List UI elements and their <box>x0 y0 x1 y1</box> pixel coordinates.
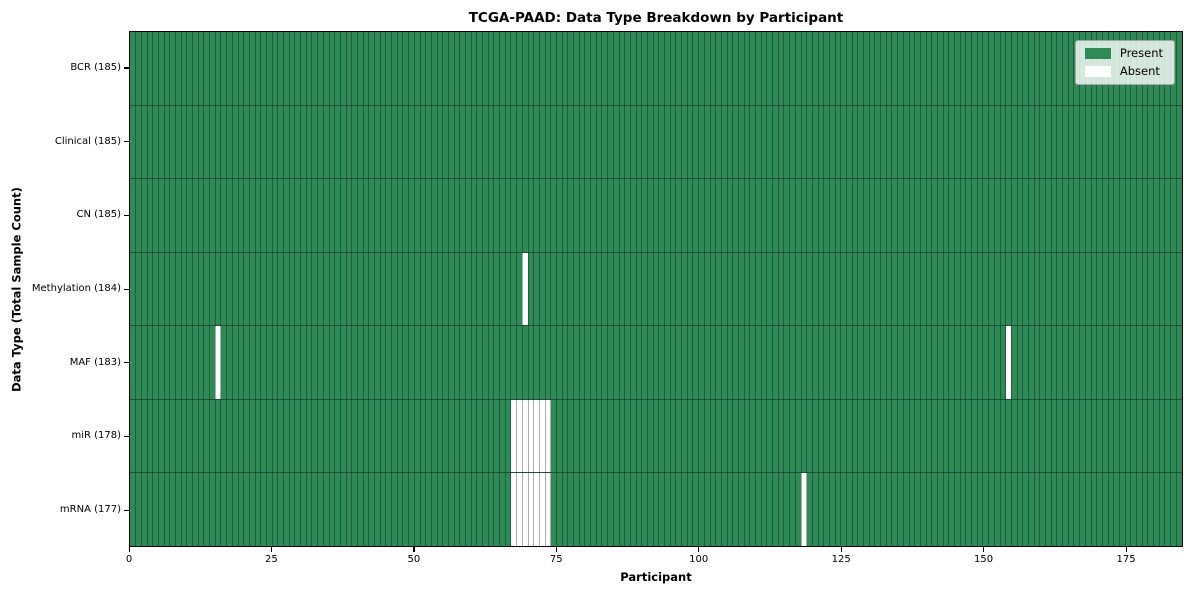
y-tick-mark <box>124 288 129 290</box>
x-tick-label: 175 <box>1116 554 1136 565</box>
x-tick-label: 150 <box>974 554 994 565</box>
x-tick-label: 100 <box>689 554 709 565</box>
legend-label: Absent <box>1119 63 1160 78</box>
y-tick-label: CN (185) <box>76 209 121 221</box>
chart-title: TCGA-PAAD: Data Type Breakdown by Partic… <box>468 10 844 26</box>
absent-cell <box>533 399 540 473</box>
heatmap-row-CN <box>130 178 1182 252</box>
y-tick-mark <box>124 435 129 438</box>
absent-cell <box>801 473 807 547</box>
legend: Present Absent <box>1074 40 1175 85</box>
x-tick-mark <box>555 547 557 552</box>
y-tick-label: miR (178) <box>71 430 121 442</box>
x-tick-mark <box>128 547 130 552</box>
x-tick-mark <box>413 547 415 552</box>
absent-cell <box>522 473 529 547</box>
y-tick-label: MAF (183) <box>69 356 121 368</box>
x-tick-label: 125 <box>831 554 851 565</box>
absent-cell <box>533 473 540 547</box>
plot-area: Present Absent <box>129 31 1183 547</box>
heatmap-row-MAF <box>130 325 1182 399</box>
y-tick-label: Methylation (184) <box>31 283 121 294</box>
x-tick-mark <box>840 547 842 552</box>
legend-swatch-absent <box>1084 65 1111 77</box>
absent-cell <box>1005 326 1012 399</box>
heatmap-row-Clinical <box>130 104 1182 179</box>
x-tick-mark <box>270 547 273 552</box>
absent-cell <box>528 473 534 547</box>
absent-cell <box>539 473 546 547</box>
absent-cell <box>215 326 221 399</box>
absent-cell <box>522 399 529 473</box>
x-tick-mark <box>698 547 700 552</box>
y-tick-mark <box>124 67 129 69</box>
absent-cell <box>522 252 529 326</box>
heatmap-row-BCR <box>130 32 1182 105</box>
legend-item: Absent <box>1084 63 1163 78</box>
heatmap-rows <box>130 32 1182 547</box>
legend-item: Present <box>1084 46 1163 60</box>
x-axis-label: Participant <box>620 570 692 584</box>
x-tick-mark <box>983 547 985 552</box>
heatmap-row-mRNA <box>130 472 1182 547</box>
absent-cell <box>528 399 534 473</box>
absent-cell <box>510 473 517 547</box>
absent-cell <box>510 399 517 473</box>
absent-cell <box>516 473 523 547</box>
y-tick-mark <box>124 214 129 216</box>
legend-label: Present <box>1119 46 1163 60</box>
x-tick-label: 25 <box>265 554 278 565</box>
x-tick-mark <box>1125 547 1127 552</box>
x-tick-label: 0 <box>125 554 133 565</box>
y-tick-label: mRNA (177) <box>59 504 121 516</box>
y-tick-mark <box>124 362 129 364</box>
absent-cell <box>516 399 523 473</box>
y-tick-mark <box>124 141 129 143</box>
y-tick-label: BCR (185) <box>70 61 121 73</box>
absent-cell <box>545 399 551 473</box>
absent-cell <box>545 473 551 547</box>
heatmap-row-Methylation <box>130 251 1182 326</box>
legend-swatch-present <box>1084 48 1111 60</box>
x-tick-label: 75 <box>549 554 563 565</box>
y-tick-mark <box>124 509 129 511</box>
x-tick-label: 50 <box>407 554 421 565</box>
absent-cell <box>539 399 546 473</box>
y-tick-label: Clinical (185) <box>54 135 121 147</box>
heatmap-row-miR <box>130 398 1182 473</box>
